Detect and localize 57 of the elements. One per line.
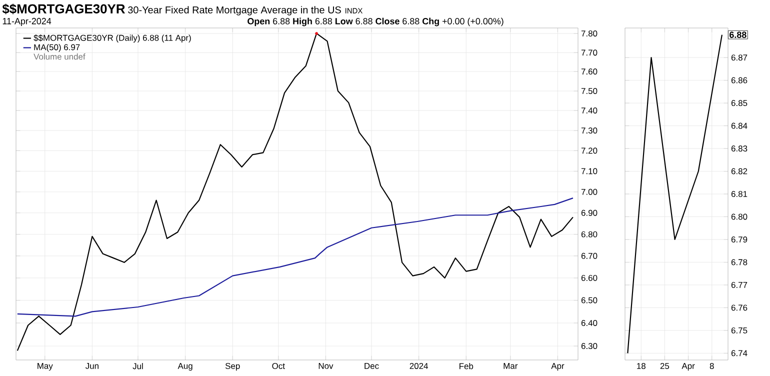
x-tick-label: Dec bbox=[364, 362, 379, 369]
y-tick-label: 6.75 bbox=[731, 327, 748, 334]
y-tick-label: 7.30 bbox=[581, 128, 598, 134]
x-tick-label: 25 bbox=[660, 363, 670, 370]
line-series bbox=[627, 34, 723, 354]
legend-label: $$MORTGAGE30YR (Daily) 6.88 (11 Apr) bbox=[34, 34, 191, 43]
x-tick-label: Jun bbox=[85, 362, 98, 369]
y-tick-label: 6.79 bbox=[731, 236, 748, 242]
chart-subtitle: 30-Year Fixed Rate Mortgage Average in the US bbox=[128, 6, 341, 16]
y-tick-label: 6.70 bbox=[581, 252, 598, 259]
x-tick-label: Oct bbox=[272, 362, 285, 369]
y-tick-label: 6.81 bbox=[731, 191, 748, 197]
y-tick-label: 6.60 bbox=[581, 274, 598, 281]
y-tick-label: 6.40 bbox=[581, 320, 598, 326]
x-tick-label: Nov bbox=[318, 362, 334, 369]
x-tick-label: 2024 bbox=[410, 362, 428, 369]
y-tick-label: 7.00 bbox=[581, 188, 598, 195]
x-tick-label: Aug bbox=[178, 362, 192, 371]
y-tick-label: 7.10 bbox=[581, 168, 598, 174]
y-tick-label: 6.77 bbox=[731, 282, 748, 288]
x-tick-label: Apr bbox=[682, 363, 695, 371]
line-series bbox=[16, 32, 574, 352]
y-tick-label: 6.87 bbox=[731, 54, 748, 61]
text: 11-Apr-2024 bbox=[2, 18, 52, 26]
y-tick-label: 6.82 bbox=[731, 168, 748, 174]
annotation: Volume undef bbox=[34, 53, 86, 60]
y-tick-label: 7.80 bbox=[581, 30, 598, 36]
y-tick-label: 7.70 bbox=[581, 50, 598, 56]
legend-label: MA(50) 6.97 bbox=[34, 44, 80, 52]
x-tick-label: 18 bbox=[637, 363, 646, 370]
y-tick-label: 7.50 bbox=[581, 88, 598, 94]
x-tick-label: Jul bbox=[132, 362, 143, 370]
y-tick-label: 6.80 bbox=[581, 231, 598, 238]
x-tick-label: 8 bbox=[710, 363, 714, 370]
y-tick-label: 6.80 bbox=[731, 214, 748, 220]
y-tick-label: 6.78 bbox=[731, 259, 748, 266]
text: Open 6.88 High 6.88 Low 6.88 Close 6.88 Chg +0.00 (+0.00%) bbox=[248, 18, 504, 26]
y-tick-label: 6.50 bbox=[581, 297, 598, 304]
x-tick-label: Mar bbox=[504, 362, 518, 369]
y-tick-label: 7.40 bbox=[581, 108, 598, 114]
line-series bbox=[16, 198, 574, 317]
y-tick-label: 6.86 bbox=[731, 77, 748, 84]
annotation: 6.88 bbox=[730, 32, 746, 38]
x-tick-label: Apr bbox=[551, 362, 564, 371]
y-tick-label: 7.60 bbox=[581, 68, 598, 75]
y-tick-label: 6.90 bbox=[581, 210, 598, 216]
y-tick-label: 6.85 bbox=[731, 100, 748, 106]
chart-title: $$MORTGAGE30YR bbox=[2, 4, 126, 14]
x-tick-label: May bbox=[38, 362, 53, 371]
y-tick-label: 6.76 bbox=[731, 304, 748, 311]
y-tick-label: 6.30 bbox=[581, 343, 598, 350]
x-tick-label: Sep bbox=[225, 362, 240, 371]
y-tick-label: 7.20 bbox=[581, 148, 598, 154]
y-tick-label: 6.84 bbox=[731, 122, 748, 129]
y-tick-label: 6.83 bbox=[731, 146, 748, 152]
x-tick-label: Feb bbox=[460, 362, 474, 370]
y-tick-label: 6.74 bbox=[731, 350, 748, 356]
